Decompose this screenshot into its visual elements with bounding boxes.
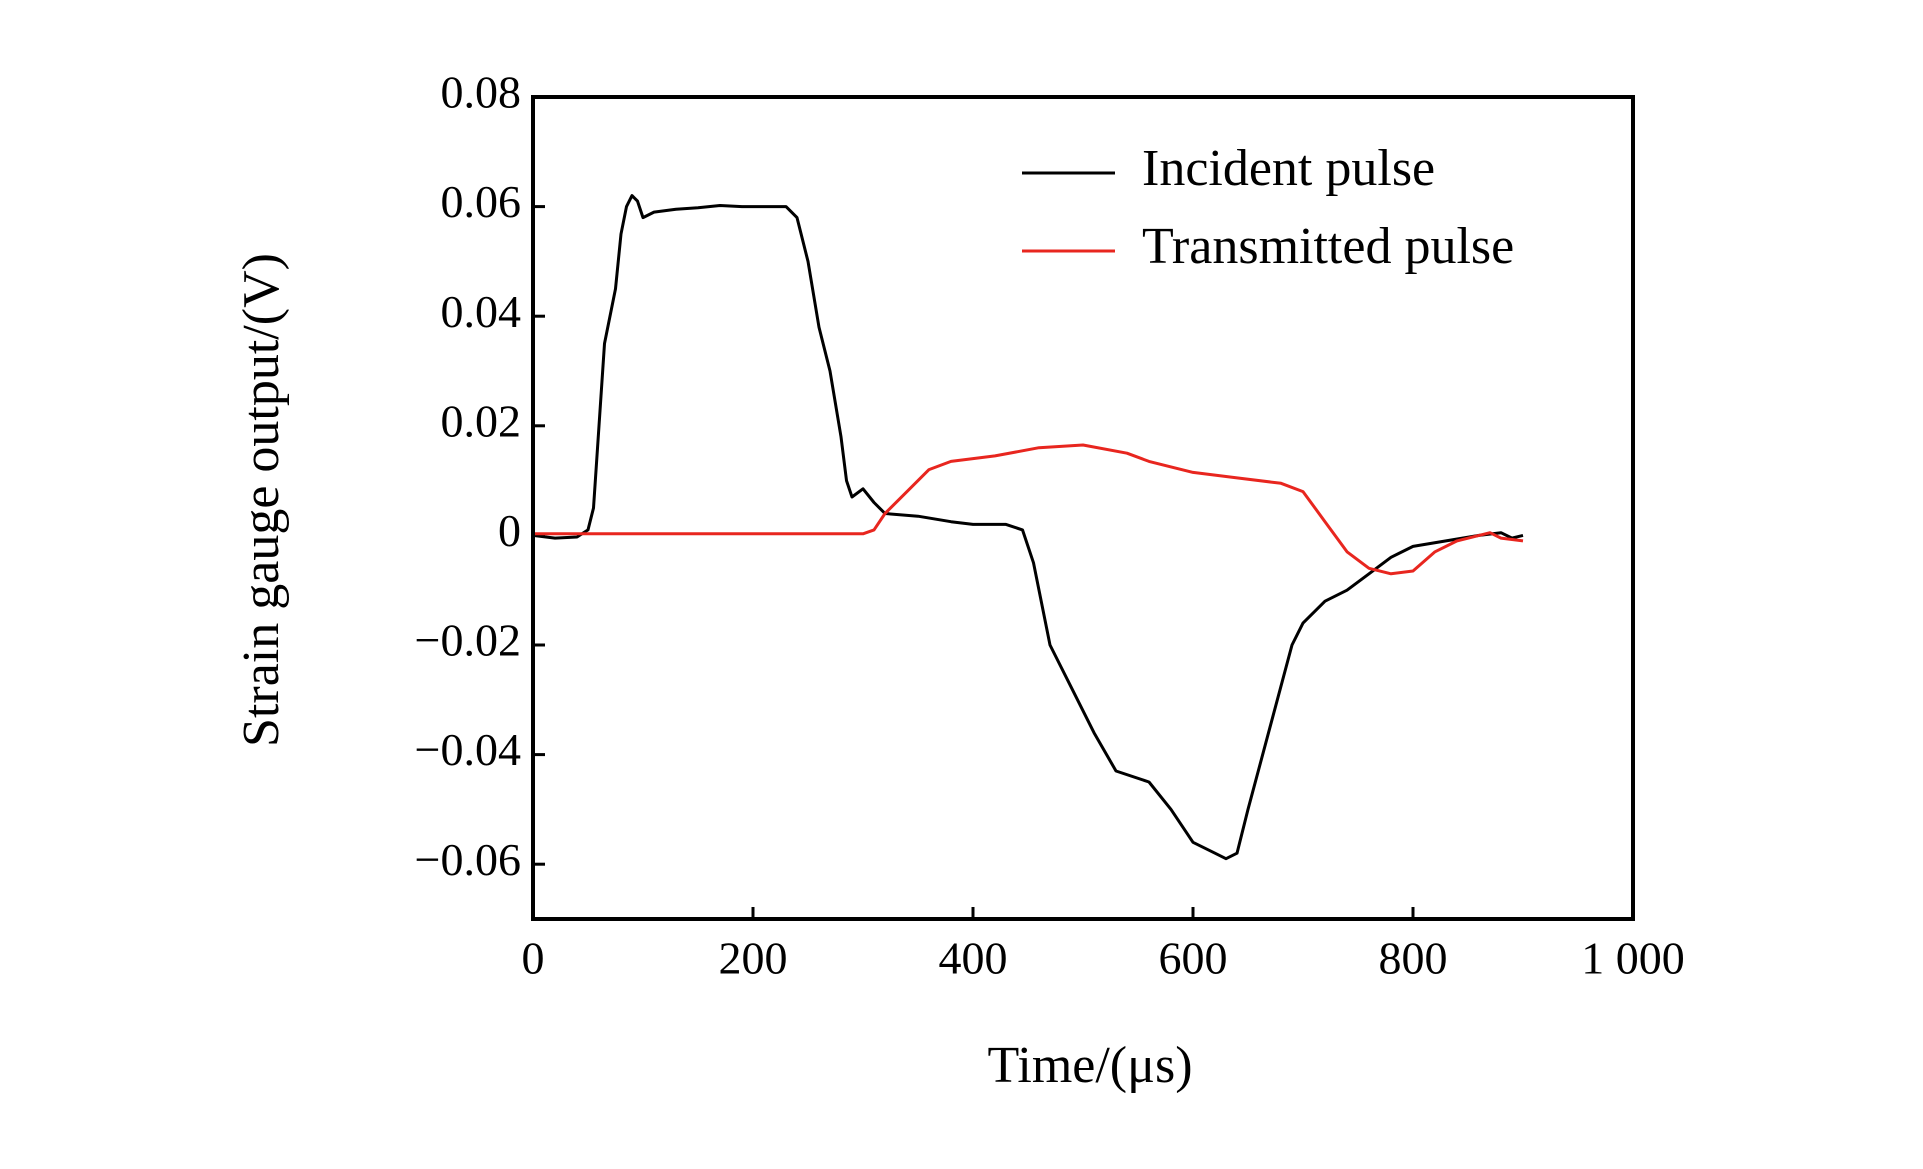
y-tick-label: 0.08 bbox=[441, 67, 522, 118]
y-tick-label: −0.04 bbox=[415, 724, 521, 775]
series-line bbox=[533, 443, 1524, 576]
legend-label: Incident pulse bbox=[1142, 140, 1435, 197]
y-tick-label: 0.04 bbox=[441, 286, 522, 337]
y-tick-label: −0.02 bbox=[415, 615, 521, 666]
y-tick-label: 0.06 bbox=[441, 176, 522, 227]
x-tick-label: 0 bbox=[522, 933, 545, 984]
y-axis-label: Strain gauge output/(V) bbox=[233, 253, 290, 747]
x-tick-label: 1 000 bbox=[1581, 933, 1685, 984]
legend-label: Transmitted pulse bbox=[1142, 218, 1514, 275]
series-line bbox=[532, 194, 1524, 861]
y-tick-label: 0 bbox=[498, 505, 521, 556]
y-tick-label: −0.06 bbox=[415, 834, 521, 885]
y-tick-label: 0.02 bbox=[441, 395, 522, 446]
plot-frame bbox=[531, 95, 1635, 921]
x-tick-label: 800 bbox=[1379, 933, 1448, 984]
x-tick-label: 600 bbox=[1159, 933, 1228, 984]
x-tick-label: 200 bbox=[719, 933, 788, 984]
x-tick-label: 400 bbox=[939, 933, 1008, 984]
x-axis-label: Time/(μs) bbox=[987, 1037, 1192, 1094]
